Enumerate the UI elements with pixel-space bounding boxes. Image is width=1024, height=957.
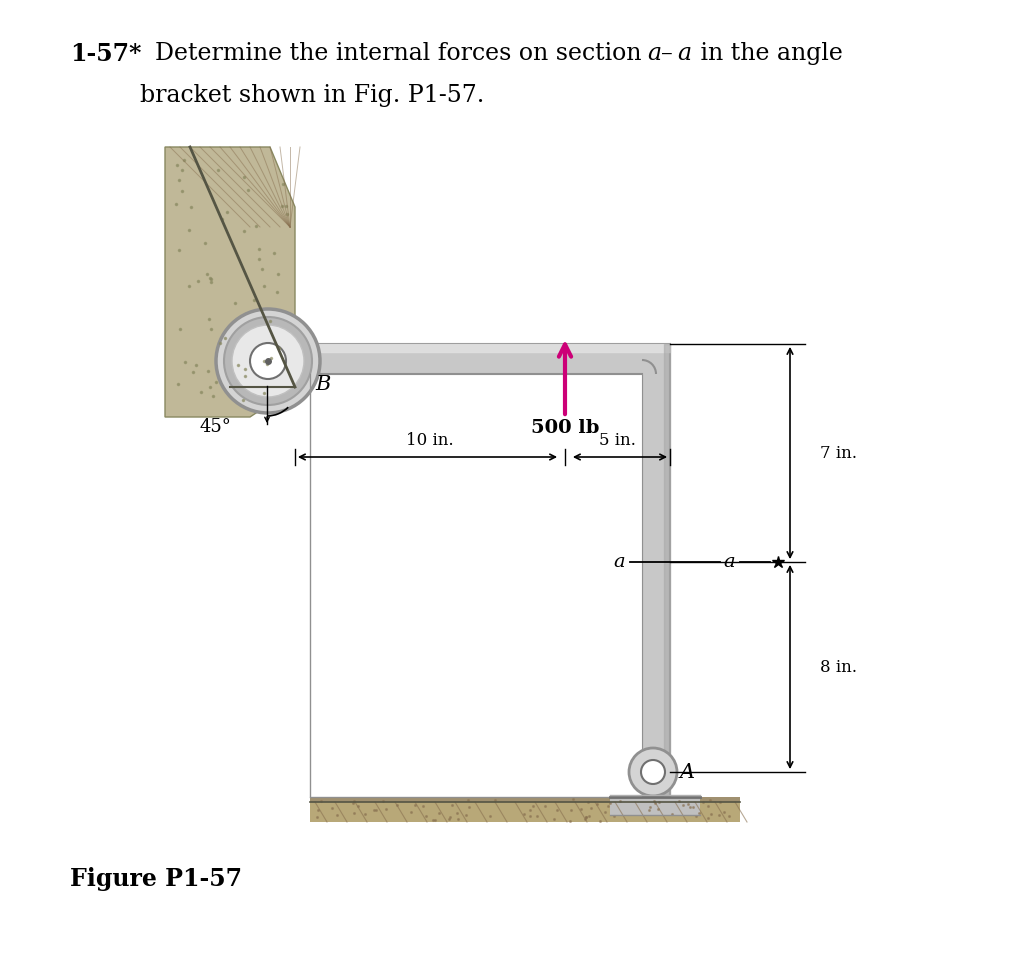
Text: in the angle: in the angle bbox=[693, 42, 843, 65]
Text: 8 in.: 8 in. bbox=[820, 658, 857, 676]
Text: a: a bbox=[677, 42, 691, 65]
Circle shape bbox=[641, 760, 665, 784]
Text: a: a bbox=[723, 553, 734, 571]
Text: a: a bbox=[613, 553, 625, 571]
Circle shape bbox=[216, 309, 319, 413]
Text: 1-57*: 1-57* bbox=[70, 42, 141, 66]
Circle shape bbox=[232, 325, 304, 397]
Polygon shape bbox=[310, 374, 642, 797]
Text: 7 in.: 7 in. bbox=[820, 444, 857, 461]
Text: bracket shown in Fig. P1-57.: bracket shown in Fig. P1-57. bbox=[140, 84, 484, 107]
Circle shape bbox=[224, 317, 312, 405]
Text: 5 in.: 5 in. bbox=[599, 432, 636, 449]
Text: a: a bbox=[647, 42, 662, 65]
Text: A: A bbox=[680, 763, 695, 782]
Text: Determine the internal forces on section: Determine the internal forces on section bbox=[140, 42, 649, 65]
Text: 10 in.: 10 in. bbox=[407, 432, 454, 449]
Text: –: – bbox=[662, 42, 673, 65]
Circle shape bbox=[250, 343, 286, 379]
Circle shape bbox=[629, 748, 677, 796]
Polygon shape bbox=[165, 147, 295, 417]
Text: B: B bbox=[315, 375, 331, 394]
Text: 500 lb: 500 lb bbox=[530, 419, 599, 437]
Text: Figure P1-57: Figure P1-57 bbox=[70, 867, 242, 891]
Text: 45°: 45° bbox=[199, 418, 231, 436]
Polygon shape bbox=[295, 344, 670, 797]
